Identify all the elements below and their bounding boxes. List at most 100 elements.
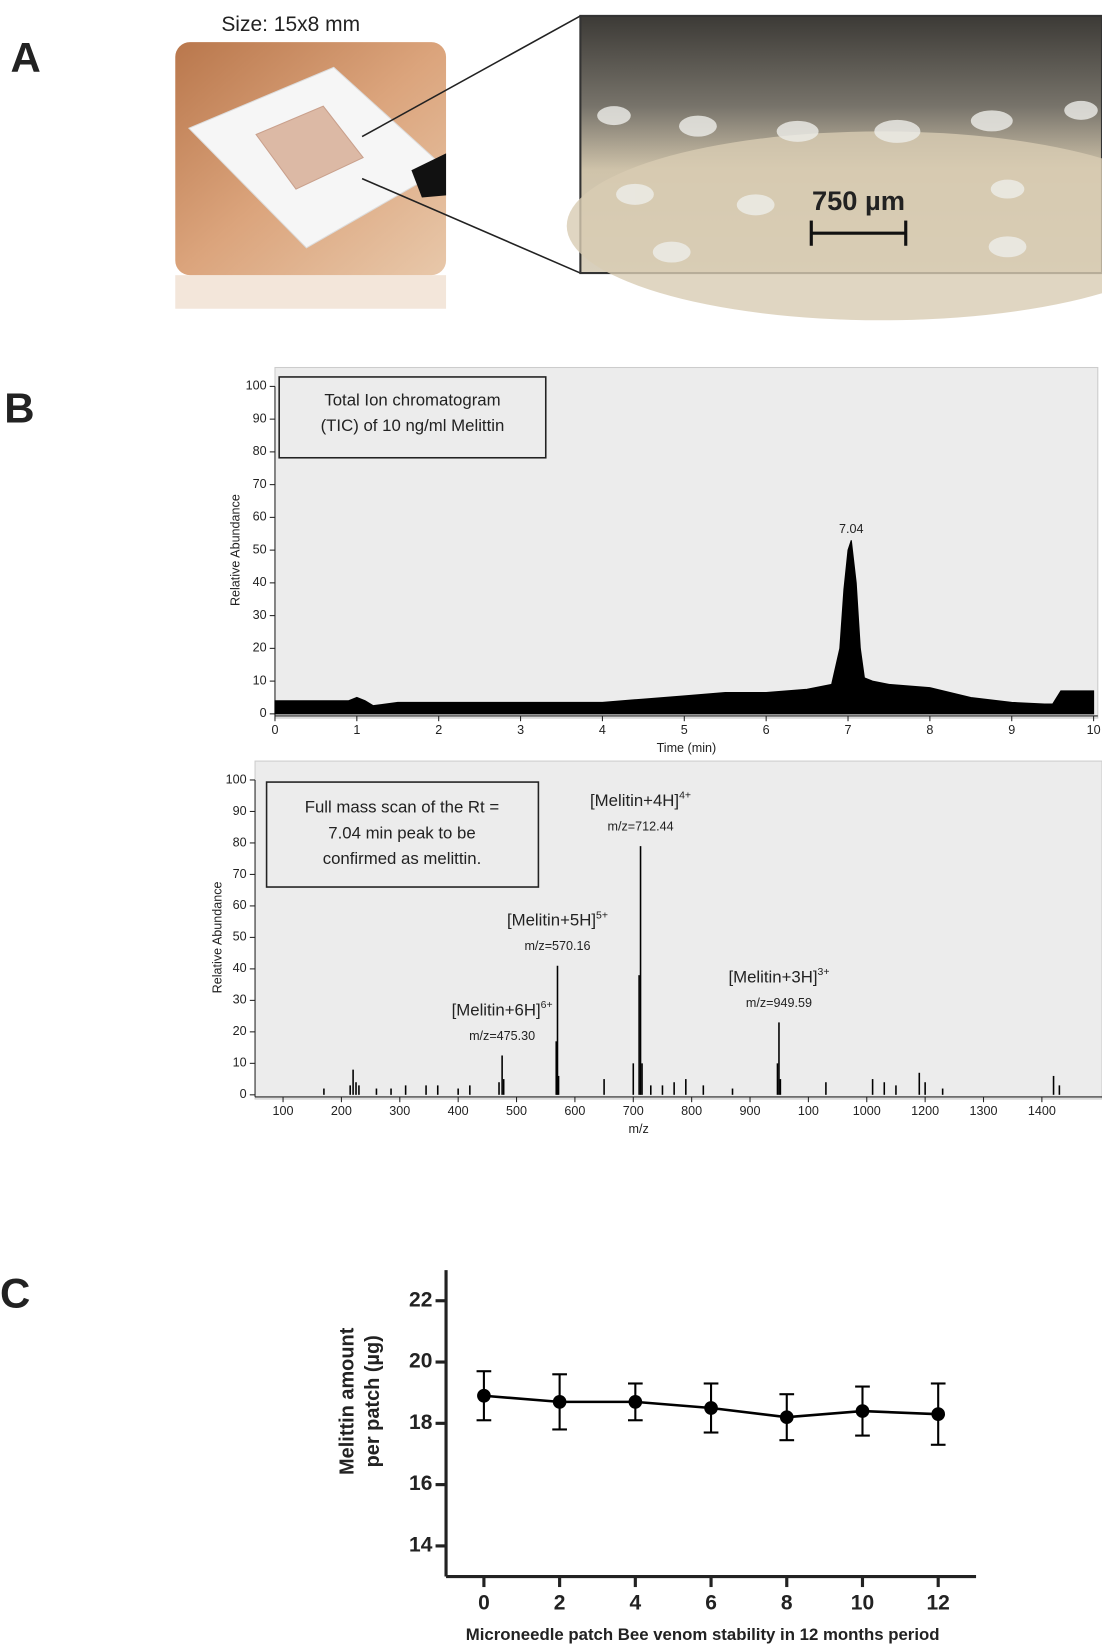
- data-point: [477, 1388, 491, 1403]
- y-tick-label: 80: [233, 835, 247, 849]
- y-tick-label: 40: [233, 961, 247, 975]
- x-tick-label: 7: [845, 723, 852, 737]
- x-axis-title: m/z: [629, 1122, 649, 1136]
- data-point: [704, 1401, 718, 1415]
- y-tick-label: 90: [253, 411, 267, 425]
- reflection: [175, 275, 447, 309]
- panel-label: B: [4, 385, 34, 432]
- annotation-box: [278, 376, 547, 459]
- y-tick-label: 16: [409, 1472, 432, 1495]
- scale-bar-label: 750 µm: [812, 185, 905, 216]
- x-axis-title: Time (min): [657, 741, 717, 755]
- x-tick-label: 3: [517, 723, 524, 737]
- y-tick-label: 60: [233, 898, 247, 912]
- y-tick-label: 18: [409, 1411, 433, 1434]
- base-layer: [566, 131, 1102, 321]
- x-tick-label: 0: [271, 723, 278, 737]
- x-tick-label: 100: [273, 1104, 294, 1118]
- y-tick-label: 30: [253, 608, 267, 622]
- x-tick-label: 8: [781, 1591, 793, 1614]
- data-point: [552, 1395, 567, 1409]
- y-tick-label: 100: [226, 772, 247, 786]
- plot-background: [254, 760, 1102, 1100]
- x-tick-label: 9: [1008, 723, 1015, 737]
- y-tick-label: 30: [233, 993, 247, 1007]
- x-tick-label: 10: [851, 1591, 874, 1614]
- x-tick-label: 200: [331, 1104, 352, 1118]
- needle-array: [255, 105, 364, 190]
- x-tick-label: 2: [554, 1591, 566, 1614]
- x-tick-label: 300: [389, 1104, 410, 1118]
- ion-charge: 4+: [679, 790, 691, 801]
- tic-trace: [274, 540, 1095, 715]
- y-tick-label: 14: [409, 1533, 433, 1556]
- x-tick-label: 1200: [911, 1104, 939, 1118]
- x-tick-label: 700: [623, 1104, 644, 1118]
- size-label: Size: 15x8 mm: [221, 13, 360, 36]
- y-tick-label: 60: [253, 510, 267, 524]
- x-tick-label: 10: [1087, 723, 1101, 737]
- ion-charge: 6+: [541, 1000, 553, 1011]
- x-tick-label: 800: [681, 1104, 702, 1118]
- zoom-line: [361, 177, 581, 274]
- x-tick-label: 6: [705, 1591, 717, 1614]
- x-tick-label: 100: [798, 1104, 819, 1118]
- y-tick-label: 70: [233, 867, 247, 881]
- x-tick-label: 400: [448, 1104, 469, 1118]
- y-tick-label: 40: [253, 575, 267, 589]
- y-tick-label: 90: [233, 804, 247, 818]
- y-tick-label: 70: [253, 477, 267, 491]
- y-tick-label: 20: [233, 1024, 247, 1038]
- annotation-box: [265, 781, 540, 888]
- y-tick-label: 20: [253, 641, 267, 655]
- x-tick-label: 0: [478, 1591, 490, 1614]
- y-axis-title: Relative Abundance: [228, 494, 242, 606]
- x-tick-label: 4: [599, 723, 606, 737]
- annotation-text: Full mass scan of the Rt =: [305, 798, 499, 817]
- x-tick-label: 600: [564, 1104, 585, 1118]
- x-tick-label: 1: [353, 723, 360, 737]
- x-tick-label: 1300: [970, 1104, 998, 1118]
- x-tick-label: 4: [630, 1591, 642, 1614]
- x-tick-label: 500: [506, 1104, 527, 1118]
- ion-name: [Melitin+5H]: [507, 911, 596, 930]
- data-point: [628, 1395, 643, 1409]
- ion-label: [Melitin+3H]3+: [728, 967, 829, 987]
- annotation-text: confirmed as melittin.: [323, 849, 482, 868]
- panel-label: C: [0, 1269, 30, 1316]
- y-axis-title: Relative Abundance: [211, 881, 225, 993]
- data-point: [855, 1404, 870, 1418]
- mz-label: m/z=570.16: [524, 939, 590, 953]
- y-tick-label: 22: [409, 1288, 432, 1311]
- scale-bar: [809, 220, 908, 246]
- mz-label: m/z=949.59: [746, 996, 812, 1010]
- annotation-text: 7.04 min peak to be: [328, 823, 475, 842]
- ion-name: [Melitin+3H]: [728, 968, 817, 987]
- x-tick-label: 2: [435, 723, 442, 737]
- x-axis-title: Microneedle patch Bee venom stability in…: [466, 1625, 940, 1644]
- needles: [597, 100, 1098, 263]
- y-tick-label: 50: [253, 542, 267, 556]
- patch-photo: [175, 42, 447, 309]
- tweezers: [411, 153, 447, 198]
- mz-label: m/z=475.30: [469, 1029, 535, 1043]
- annotation-text: Total Ion chromatogram: [324, 391, 500, 410]
- ion-label: [Melitin+5H]5+: [507, 910, 608, 930]
- y-tick-label: 100: [246, 379, 267, 393]
- y-tick-label: 50: [233, 930, 247, 944]
- panel-label: A: [10, 34, 40, 81]
- y-tick-label: 10: [233, 1056, 247, 1070]
- x-tick-label: 1400: [1028, 1104, 1056, 1118]
- ion-name: [Melitin+6H]: [452, 1001, 541, 1020]
- x-tick-label: 5: [681, 723, 688, 737]
- data-point: [779, 1410, 794, 1425]
- ion-charge: 3+: [818, 967, 830, 978]
- zoom-line: [361, 15, 581, 138]
- y-tick-label: 10: [253, 673, 267, 687]
- mz-label: m/z=712.44: [607, 820, 673, 834]
- x-tick-label: 12: [927, 1591, 950, 1614]
- y-axis-title: per patch (µg): [362, 1335, 384, 1467]
- y-tick-label: 0: [260, 706, 267, 720]
- x-tick-label: 8: [926, 723, 933, 737]
